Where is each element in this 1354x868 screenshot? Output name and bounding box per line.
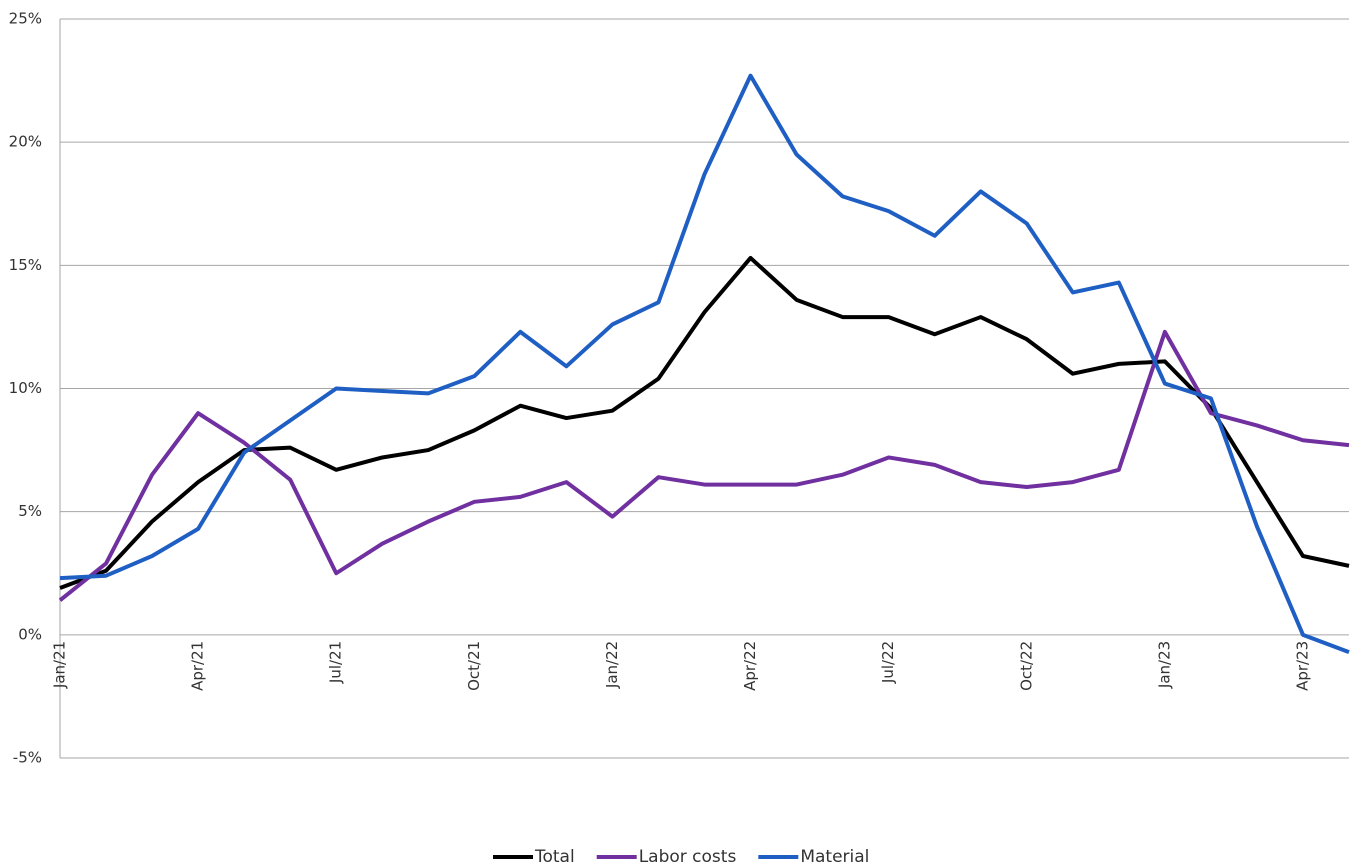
data-line xyxy=(58,329,1350,602)
data-line xyxy=(59,255,1350,590)
legend-label: Material xyxy=(800,847,869,867)
x-tick-label: Jan/22 xyxy=(603,641,621,689)
legend: Total Labor costs Material xyxy=(493,847,869,867)
x-tick-label: Apr/23 xyxy=(1293,641,1311,691)
y-tick-label: 20% xyxy=(9,133,42,151)
y-tick-label: 10% xyxy=(9,379,42,397)
y-tick-label: 5% xyxy=(18,502,42,520)
x-tick-label: Jan/21 xyxy=(51,641,69,689)
data-line xyxy=(59,73,1350,654)
legend-label: Labor costs xyxy=(639,847,737,867)
x-tick-label: Jul/21 xyxy=(327,641,345,684)
y-tick-label: 25% xyxy=(9,10,42,28)
y-tick-label: -5% xyxy=(13,749,42,767)
x-tick-label: Oct/22 xyxy=(1017,641,1035,691)
legend-label: Total xyxy=(534,847,575,867)
x-tick-label: Jan/23 xyxy=(1155,641,1173,689)
x-tick-label: Jul/22 xyxy=(879,641,897,684)
x-tick-label: Apr/22 xyxy=(741,641,759,691)
y-tick-label: 0% xyxy=(18,625,42,643)
y-tick-label: 15% xyxy=(9,256,42,274)
x-tick-label: Apr/21 xyxy=(189,641,207,691)
x-tick-label: Oct/21 xyxy=(465,641,483,691)
